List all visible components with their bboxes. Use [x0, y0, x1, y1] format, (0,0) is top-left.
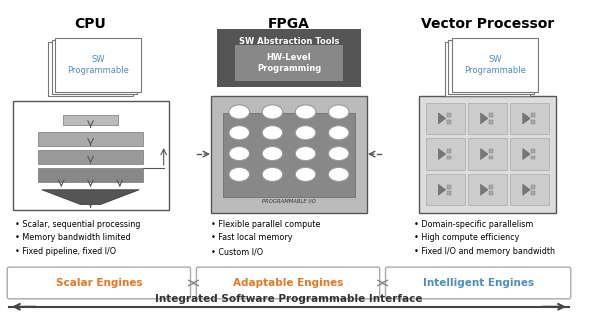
- Text: • Domain-specific parallelism: • Domain-specific parallelism: [414, 219, 534, 228]
- Text: CPU: CPU: [75, 17, 106, 31]
- FancyBboxPatch shape: [447, 120, 451, 124]
- FancyBboxPatch shape: [532, 191, 535, 195]
- FancyBboxPatch shape: [211, 96, 367, 213]
- Polygon shape: [481, 113, 488, 124]
- Text: Vector Processor: Vector Processor: [421, 17, 554, 31]
- FancyBboxPatch shape: [447, 191, 451, 195]
- Polygon shape: [523, 149, 530, 160]
- Text: SW Abstraction Tools: SW Abstraction Tools: [239, 37, 339, 46]
- FancyBboxPatch shape: [38, 132, 143, 146]
- Ellipse shape: [262, 105, 283, 119]
- Polygon shape: [438, 184, 445, 195]
- Ellipse shape: [229, 167, 250, 181]
- Ellipse shape: [229, 105, 250, 119]
- Ellipse shape: [329, 147, 349, 161]
- FancyBboxPatch shape: [510, 103, 549, 134]
- Ellipse shape: [329, 126, 349, 140]
- FancyBboxPatch shape: [444, 42, 530, 96]
- Ellipse shape: [296, 126, 316, 140]
- FancyBboxPatch shape: [468, 103, 507, 134]
- FancyBboxPatch shape: [12, 100, 169, 210]
- FancyBboxPatch shape: [447, 156, 451, 159]
- FancyBboxPatch shape: [426, 103, 465, 134]
- FancyBboxPatch shape: [489, 113, 493, 117]
- Ellipse shape: [262, 167, 283, 181]
- FancyBboxPatch shape: [447, 185, 451, 188]
- FancyBboxPatch shape: [426, 138, 465, 170]
- FancyBboxPatch shape: [217, 29, 361, 87]
- Ellipse shape: [262, 126, 283, 140]
- FancyBboxPatch shape: [38, 150, 143, 164]
- Ellipse shape: [329, 105, 349, 119]
- Text: Adaptable Engines: Adaptable Engines: [233, 278, 343, 288]
- Polygon shape: [438, 149, 445, 160]
- Ellipse shape: [229, 147, 250, 161]
- Ellipse shape: [262, 147, 283, 161]
- Text: SW
Programmable: SW Programmable: [67, 55, 129, 74]
- Ellipse shape: [329, 167, 349, 181]
- FancyBboxPatch shape: [447, 149, 451, 153]
- FancyBboxPatch shape: [235, 45, 343, 81]
- FancyBboxPatch shape: [447, 113, 451, 117]
- FancyBboxPatch shape: [510, 138, 549, 170]
- Text: • Scalar, sequential processing: • Scalar, sequential processing: [15, 219, 140, 228]
- FancyBboxPatch shape: [48, 42, 133, 96]
- FancyBboxPatch shape: [222, 113, 355, 197]
- Text: • High compute efficiency: • High compute efficiency: [414, 233, 520, 242]
- FancyBboxPatch shape: [38, 168, 143, 182]
- FancyBboxPatch shape: [196, 267, 380, 299]
- Ellipse shape: [229, 126, 250, 140]
- FancyBboxPatch shape: [448, 40, 535, 94]
- FancyBboxPatch shape: [489, 185, 493, 188]
- Polygon shape: [523, 184, 530, 195]
- Text: PROGRAMMABLE I/O: PROGRAMMABLE I/O: [262, 199, 316, 204]
- FancyBboxPatch shape: [453, 38, 538, 92]
- Text: • Fast local memory: • Fast local memory: [211, 233, 293, 242]
- FancyBboxPatch shape: [489, 191, 493, 195]
- FancyBboxPatch shape: [426, 174, 465, 205]
- FancyBboxPatch shape: [63, 115, 118, 125]
- Polygon shape: [523, 113, 530, 124]
- Ellipse shape: [296, 167, 316, 181]
- Ellipse shape: [296, 105, 316, 119]
- Text: Integrated Software Programmable Interface: Integrated Software Programmable Interfa…: [155, 294, 423, 304]
- Text: • Memory bandwidth limited: • Memory bandwidth limited: [15, 233, 130, 242]
- Text: Scalar Engines: Scalar Engines: [55, 278, 142, 288]
- Text: SW
Programmable: SW Programmable: [464, 55, 526, 74]
- Text: HW-Level
Programming: HW-Level Programming: [257, 53, 321, 72]
- FancyBboxPatch shape: [532, 113, 535, 117]
- FancyBboxPatch shape: [532, 185, 535, 188]
- FancyBboxPatch shape: [51, 40, 137, 94]
- FancyBboxPatch shape: [532, 149, 535, 153]
- FancyBboxPatch shape: [489, 120, 493, 124]
- FancyBboxPatch shape: [468, 138, 507, 170]
- FancyBboxPatch shape: [468, 174, 507, 205]
- FancyBboxPatch shape: [532, 120, 535, 124]
- FancyBboxPatch shape: [385, 267, 571, 299]
- Text: Intelligent Engines: Intelligent Engines: [422, 278, 534, 288]
- Text: • Fixed I/O and memory bandwidth: • Fixed I/O and memory bandwidth: [414, 247, 555, 256]
- FancyBboxPatch shape: [489, 149, 493, 153]
- Polygon shape: [42, 190, 139, 205]
- FancyBboxPatch shape: [532, 156, 535, 159]
- Text: • Flexible parallel compute: • Flexible parallel compute: [211, 219, 320, 228]
- FancyBboxPatch shape: [55, 38, 141, 92]
- Polygon shape: [481, 149, 488, 160]
- Text: FPGA: FPGA: [268, 17, 310, 31]
- Text: • Fixed pipeline, fixed I/O: • Fixed pipeline, fixed I/O: [15, 247, 116, 256]
- Ellipse shape: [296, 147, 316, 161]
- Polygon shape: [481, 184, 488, 195]
- Text: • Custom I/O: • Custom I/O: [211, 247, 263, 256]
- FancyBboxPatch shape: [419, 96, 556, 213]
- FancyBboxPatch shape: [7, 267, 191, 299]
- Polygon shape: [438, 113, 445, 124]
- FancyBboxPatch shape: [510, 174, 549, 205]
- FancyBboxPatch shape: [489, 156, 493, 159]
